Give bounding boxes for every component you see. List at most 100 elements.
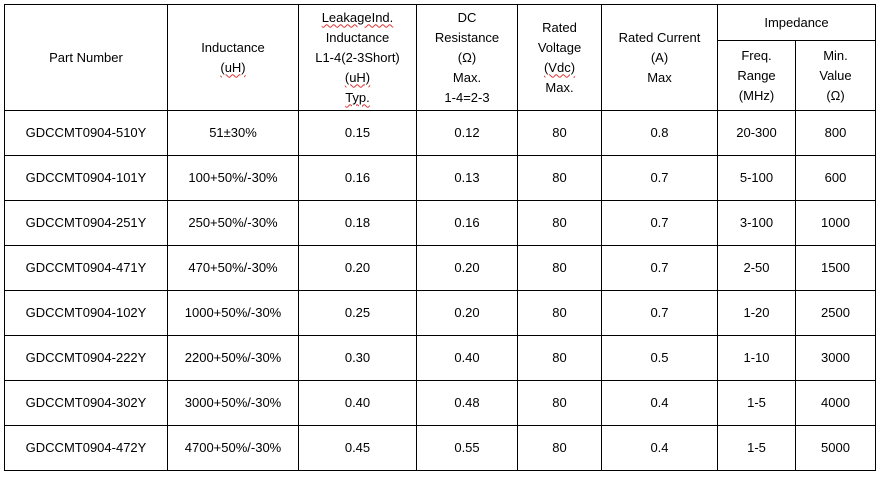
table-row: GDCCMT0904-471Y 470+50%/-30% 0.20 0.20 80 0.7… bbox=[4, 245, 877, 291]
table-row: GDCCMT0904-472Y 4700+50%/-30% 0.45 0.55 80 0.… bbox=[4, 425, 877, 471]
cell-dc-resistance: 0.40 bbox=[416, 335, 518, 381]
header-leakage-inductance: LeakageInd. Inductance L1-4(2-3Short) (u… bbox=[298, 4, 417, 111]
cell-inductance: 51±30% bbox=[167, 110, 299, 156]
header-rated-voltage: Rated Voltage (Vdc) Max. bbox=[517, 4, 602, 111]
cell-inductance: 1000+50%/-30% bbox=[167, 290, 299, 336]
cell-part-number: GDCCMT0904-102Y bbox=[4, 290, 168, 336]
cell-part-number: GDCCMT0904-472Y bbox=[4, 425, 168, 471]
header-freq-line: Range bbox=[737, 67, 776, 83]
header-current-line: Rated Current bbox=[618, 29, 701, 45]
cell-min-value: 4000 bbox=[794, 380, 877, 426]
cell-freq-range: 5-100 bbox=[717, 155, 796, 201]
cell-dc-resistance: 0.55 bbox=[416, 425, 518, 471]
cell-min-value: 800 bbox=[794, 110, 877, 156]
table-row: GDCCMT0904-302Y 3000+50%/-30% 0.40 0.48 80 0.… bbox=[4, 380, 877, 426]
cell-dc-resistance: 0.16 bbox=[416, 200, 518, 246]
cell-inductance: 2200+50%/-30% bbox=[167, 335, 299, 381]
cell-part-number: GDCCMT0904-251Y bbox=[4, 200, 168, 246]
cell-dc-resistance: 0.48 bbox=[416, 380, 518, 426]
cell-min-value: 1500 bbox=[794, 245, 877, 291]
cell-min-value: 3000 bbox=[794, 335, 877, 381]
header-min-unit: (Ω) bbox=[826, 87, 845, 103]
cell-inductance: 250+50%/-30% bbox=[167, 200, 299, 246]
cell-min-value: 5000 bbox=[794, 425, 877, 471]
spec-table: Part Number Inductance (uH) LeakageInd. … bbox=[4, 4, 877, 471]
header-dc-unit: (Ω) bbox=[457, 49, 477, 65]
table-row: GDCCMT0904-251Y 250+50%/-30% 0.18 0.16 80 0.7… bbox=[4, 200, 877, 246]
cell-dc-resistance: 0.20 bbox=[416, 290, 518, 336]
header-inductance-line: Inductance bbox=[201, 39, 265, 55]
cell-rated-current: 0.8 bbox=[601, 110, 718, 156]
table-row: GDCCMT0904-101Y 100+50%/-30% 0.16 0.13 80 0.7… bbox=[4, 155, 877, 201]
cell-dc-resistance: 0.20 bbox=[416, 245, 518, 291]
cell-rated-voltage: 80 bbox=[517, 200, 602, 246]
cell-part-number: GDCCMT0904-471Y bbox=[4, 245, 168, 291]
header-leakage-line: Typ. bbox=[345, 89, 370, 105]
cell-freq-range: 2-50 bbox=[717, 245, 796, 291]
cell-inductance: 4700+50%/-30% bbox=[167, 425, 299, 471]
cell-dc-resistance: 0.12 bbox=[416, 110, 518, 156]
header-impedance: Impedance bbox=[716, 4, 877, 41]
header-rated-current: Rated Current (A) Max bbox=[601, 4, 718, 111]
header-dc-resistance: DC Resistance (Ω) Max. 1-4=2-3 bbox=[416, 4, 518, 111]
cell-freq-range: 1-5 bbox=[717, 380, 796, 426]
table-row: GDCCMT0904-102Y 1000+50%/-30% 0.25 0.20 80 0.… bbox=[4, 290, 877, 336]
header-dc-line: Resistance bbox=[434, 29, 500, 45]
header-min-line: Min. bbox=[823, 47, 848, 63]
cell-freq-range: 1-10 bbox=[717, 335, 796, 381]
table-row: GDCCMT0904-222Y 2200+50%/-30% 0.30 0.40 80 0.… bbox=[4, 335, 877, 381]
header-voltage-line: Max. bbox=[545, 79, 574, 95]
header-voltage-line: Rated bbox=[542, 19, 577, 35]
cell-freq-range: 3-100 bbox=[717, 200, 796, 246]
header-row-1: Part Number Inductance (uH) LeakageInd. … bbox=[4, 4, 877, 111]
header-leakage-unit: (uH) bbox=[344, 69, 371, 85]
cell-rated-voltage: 80 bbox=[517, 110, 602, 156]
header-leakage-line: Inductance bbox=[325, 29, 390, 45]
cell-leakage-inductance: 0.18 bbox=[298, 200, 417, 246]
cell-rated-voltage: 80 bbox=[517, 425, 602, 471]
cell-dc-resistance: 0.13 bbox=[416, 155, 518, 201]
cell-inductance: 470+50%/-30% bbox=[167, 245, 299, 291]
cell-freq-range: 20-300 bbox=[717, 110, 796, 156]
cell-leakage-inductance: 0.30 bbox=[298, 335, 417, 381]
table-row: GDCCMT0904-510Y 51±30% 0.15 0.12 80 0.8 20-300… bbox=[4, 110, 877, 156]
table-body: GDCCMT0904-510Y 51±30% 0.15 0.12 80 0.8 20-300… bbox=[4, 110, 877, 471]
cell-rated-current: 0.4 bbox=[601, 425, 718, 471]
header-inductance: Inductance (uH) bbox=[167, 4, 299, 111]
header-freq-line: Freq. bbox=[741, 47, 772, 63]
cell-rated-current: 0.7 bbox=[601, 200, 718, 246]
cell-rated-current: 0.7 bbox=[601, 245, 718, 291]
cell-part-number: GDCCMT0904-510Y bbox=[4, 110, 168, 156]
header-dc-line: Max. bbox=[452, 69, 482, 85]
cell-rated-voltage: 80 bbox=[517, 335, 602, 381]
header-current-line: Max bbox=[647, 69, 672, 85]
cell-min-value: 2500 bbox=[794, 290, 877, 336]
cell-rated-voltage: 80 bbox=[517, 290, 602, 336]
cell-part-number: GDCCMT0904-222Y bbox=[4, 335, 168, 381]
cell-leakage-inductance: 0.25 bbox=[298, 290, 417, 336]
cell-part-number: GDCCMT0904-101Y bbox=[4, 155, 168, 201]
cell-rated-current: 0.7 bbox=[601, 290, 718, 336]
cell-min-value: 1000 bbox=[794, 200, 877, 246]
cell-freq-range: 1-5 bbox=[717, 425, 796, 471]
cell-freq-range: 1-20 bbox=[717, 290, 796, 336]
header-min-value: Min. Value (Ω) bbox=[794, 40, 877, 111]
cell-rated-voltage: 80 bbox=[517, 245, 602, 291]
header-freq-unit: (MHz) bbox=[738, 87, 775, 103]
cell-min-value: 600 bbox=[794, 155, 877, 201]
header-dc-line: DC bbox=[457, 9, 477, 25]
cell-rated-current: 0.5 bbox=[601, 335, 718, 381]
cell-leakage-inductance: 0.20 bbox=[298, 245, 417, 291]
cell-leakage-inductance: 0.16 bbox=[298, 155, 417, 201]
cell-rated-voltage: 80 bbox=[517, 155, 602, 201]
header-freq-range: Freq. Range (MHz) bbox=[717, 40, 796, 111]
cell-rated-current: 0.4 bbox=[601, 380, 718, 426]
header-inductance-unit: (uH) bbox=[220, 59, 246, 75]
header-part-number: Part Number bbox=[4, 4, 168, 111]
cell-leakage-inductance: 0.45 bbox=[298, 425, 417, 471]
cell-part-number: GDCCMT0904-302Y bbox=[4, 380, 168, 426]
cell-leakage-inductance: 0.40 bbox=[298, 380, 417, 426]
cell-inductance: 100+50%/-30% bbox=[167, 155, 299, 201]
header-current-unit: (A) bbox=[650, 49, 669, 65]
cell-rated-current: 0.7 bbox=[601, 155, 718, 201]
